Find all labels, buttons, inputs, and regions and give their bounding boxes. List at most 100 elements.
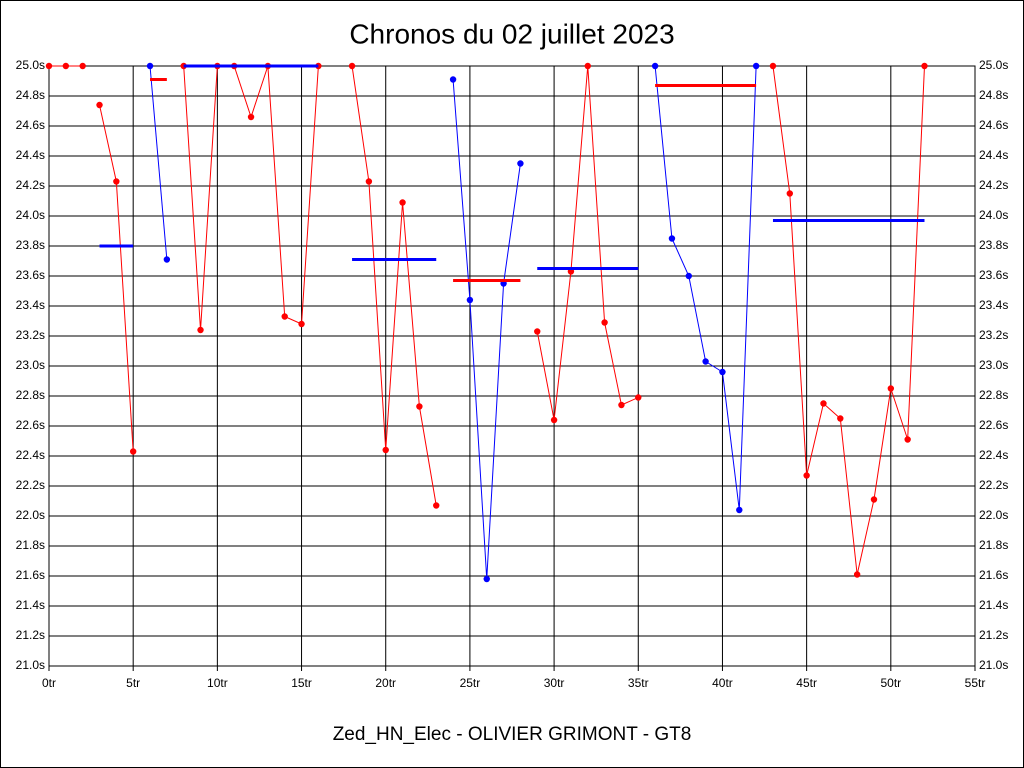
y2-tick-label: 23.2s bbox=[979, 328, 1008, 342]
x-tick-label: 35tr bbox=[628, 676, 649, 690]
y-tick-label: 24.8s bbox=[16, 88, 45, 102]
lap-point bbox=[719, 368, 726, 376]
lap-line bbox=[772, 65, 925, 575]
lap-point bbox=[399, 199, 406, 206]
y-tick-label: 22.2s bbox=[16, 478, 45, 492]
lap-point bbox=[348, 62, 356, 70]
y2-tick-label: 23.4s bbox=[979, 298, 1008, 312]
y2-tick-label: 22.2s bbox=[979, 478, 1008, 492]
y2-tick-label: 21.0s bbox=[979, 658, 1008, 672]
y2-tick-label: 22.4s bbox=[979, 448, 1008, 462]
y-tick-label: 24.6s bbox=[16, 118, 45, 132]
lap-point bbox=[247, 113, 255, 121]
y-tick-label: 23.6s bbox=[16, 268, 45, 282]
lap-point bbox=[62, 62, 70, 70]
lap-point bbox=[618, 401, 625, 409]
lap-point bbox=[752, 62, 760, 70]
y-tick-label: 24.4s bbox=[16, 148, 45, 162]
x-tick-label: 25tr bbox=[460, 676, 481, 690]
y2-tick-label: 21.6s bbox=[979, 568, 1008, 582]
lap-point bbox=[113, 178, 120, 185]
y2-tick-label: 22.6s bbox=[979, 418, 1008, 432]
x-tick-label: 45tr bbox=[796, 676, 817, 690]
y2-tick-label: 24.0s bbox=[979, 208, 1008, 222]
lap-point bbox=[96, 101, 103, 109]
lap-point bbox=[803, 472, 810, 479]
y2-tick-label: 21.2s bbox=[979, 628, 1008, 642]
lap-point bbox=[635, 394, 642, 401]
y2-tick-label: 21.4s bbox=[979, 598, 1008, 612]
lap-point bbox=[921, 62, 928, 70]
x-tick-label: 15tr bbox=[291, 676, 312, 690]
x-tick-label: 50tr bbox=[880, 676, 901, 690]
lap-point bbox=[129, 448, 137, 455]
x-tick-label: 40tr bbox=[712, 676, 733, 690]
lap-point bbox=[449, 76, 457, 83]
lap-point bbox=[786, 190, 793, 197]
lap-point bbox=[79, 62, 86, 70]
y-tick-label: 22.4s bbox=[16, 448, 45, 462]
chart-title: Chronos du 02 juillet 2023 bbox=[349, 18, 674, 49]
y-tick-label: 22.8s bbox=[16, 388, 45, 402]
y2-tick-label: 22.0s bbox=[979, 508, 1008, 522]
lap-point bbox=[466, 296, 474, 304]
y-tick-label: 22.0s bbox=[16, 508, 45, 522]
y-tick-label: 23.4s bbox=[16, 298, 45, 312]
lap-point bbox=[483, 575, 490, 583]
lap-point bbox=[550, 416, 558, 424]
x-tick-label: 55tr bbox=[965, 676, 986, 690]
lap-point bbox=[870, 496, 878, 503]
lap-point bbox=[685, 272, 692, 280]
y2-tick-label: 22.8s bbox=[979, 388, 1008, 402]
lap-point bbox=[668, 235, 676, 242]
lap-point bbox=[702, 358, 709, 365]
x-tick-label: 20tr bbox=[375, 676, 396, 690]
lap-point bbox=[281, 313, 288, 320]
x-tick-label: 5tr bbox=[126, 676, 140, 690]
y2-tick-label: 23.6s bbox=[979, 268, 1008, 282]
y-tick-label: 23.0s bbox=[16, 358, 45, 372]
lap-point bbox=[651, 62, 659, 70]
y-tick-label: 21.8s bbox=[16, 538, 45, 552]
lap-point bbox=[837, 415, 844, 422]
lap-point bbox=[534, 328, 541, 335]
y-tick-label: 21.0s bbox=[16, 658, 45, 672]
y2-tick-label: 24.4s bbox=[979, 148, 1008, 162]
lap-point bbox=[820, 400, 827, 407]
lap-point bbox=[517, 160, 524, 167]
lap-point bbox=[433, 502, 440, 509]
y-tick-label: 23.8s bbox=[16, 238, 45, 252]
x-axis-label: Zed_HN_Elec - OLIVIER GRIMONT - GT8 bbox=[333, 724, 692, 745]
lap-point bbox=[197, 326, 204, 334]
lap-point bbox=[382, 446, 389, 454]
x-tick-label: 0tr bbox=[42, 676, 56, 690]
lap-point bbox=[146, 62, 154, 70]
y2-tick-label: 24.2s bbox=[979, 178, 1008, 192]
x-tick-label: 10tr bbox=[207, 676, 228, 690]
y-tick-label: 22.6s bbox=[16, 418, 45, 432]
lap-point bbox=[853, 571, 861, 578]
y-tick-label: 21.6s bbox=[16, 568, 45, 582]
y2-tick-label: 23.8s bbox=[979, 238, 1008, 252]
lap-line bbox=[351, 65, 437, 506]
y-tick-label: 24.2s bbox=[16, 178, 45, 192]
lap-point bbox=[584, 62, 591, 70]
y-tick-label: 21.2s bbox=[16, 628, 45, 642]
lap-point bbox=[45, 62, 53, 70]
y2-tick-label: 21.8s bbox=[979, 538, 1008, 552]
lap-point bbox=[736, 506, 743, 514]
y2-tick-label: 25.0s bbox=[979, 58, 1008, 72]
lap-point bbox=[298, 320, 305, 328]
lap-point bbox=[904, 436, 911, 443]
y-tick-label: 24.0s bbox=[16, 208, 45, 222]
y2-tick-label: 24.8s bbox=[979, 88, 1008, 102]
lap-point bbox=[416, 403, 423, 410]
y-tick-label: 21.4s bbox=[16, 598, 45, 612]
lap-point bbox=[887, 385, 895, 392]
lap-point bbox=[365, 178, 373, 185]
y-tick-label: 23.2s bbox=[16, 328, 45, 342]
lap-line bbox=[149, 65, 168, 260]
x-tick-label: 30tr bbox=[544, 676, 565, 690]
